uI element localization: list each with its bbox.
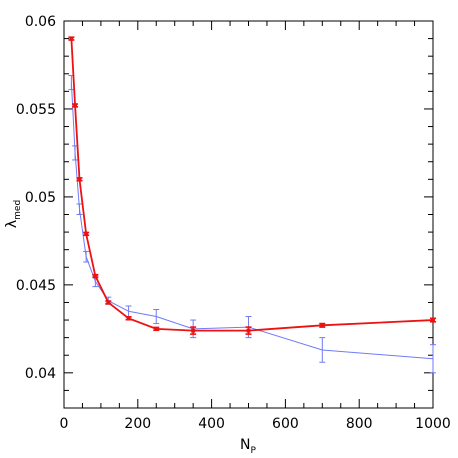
series-layer: [68, 36, 436, 374]
data-point: [73, 103, 78, 108]
x-tick-label: 400: [198, 416, 225, 432]
y-axis-label-main: λ: [4, 220, 20, 228]
plot-frame: [63, 20, 434, 409]
x-axis-label: NP: [240, 437, 256, 456]
data-point: [77, 177, 82, 182]
x-tick-label: 600: [272, 416, 299, 432]
x-axis-label-sub: P: [251, 446, 257, 456]
data-point: [246, 328, 251, 333]
x-tick-label: 0: [60, 416, 69, 432]
y-tick-label: 0.06: [25, 14, 56, 30]
data-point: [93, 274, 98, 279]
y-tick-label: 0.04: [25, 366, 56, 382]
x-tick-label: 200: [124, 416, 151, 432]
y-tick-label: 0.05: [25, 190, 56, 206]
axis-ticks: [63, 20, 434, 409]
data-point: [126, 316, 131, 321]
y-axis-label: λmed: [4, 200, 23, 228]
data-point: [106, 300, 111, 305]
data-point: [154, 326, 159, 331]
y-tick-label: 0.045: [16, 278, 56, 294]
x-tick-label: 1000: [415, 416, 451, 432]
y-tick-label: 0.055: [16, 102, 56, 118]
data-point: [320, 323, 325, 328]
series-line: [70, 38, 434, 332]
y-axis-label-sub: med: [13, 200, 23, 220]
series-0: [68, 36, 436, 335]
data-point: [191, 328, 196, 333]
data-point: [431, 318, 435, 323]
x-axis-label-main: N: [240, 437, 250, 453]
data-point: [69, 36, 74, 41]
axis-tick-labels: 0 200 400 600 800 1000 0.04 0.045 0.05 0.055 0.06: [16, 14, 451, 432]
x-tick-label: 800: [346, 416, 373, 432]
data-point: [84, 231, 89, 236]
series-line: [70, 82, 434, 360]
series-1: [68, 75, 436, 374]
